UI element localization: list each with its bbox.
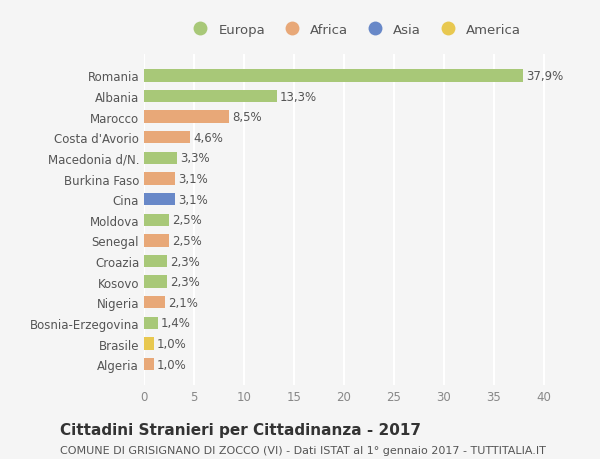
- Text: 13,3%: 13,3%: [280, 90, 317, 103]
- Text: 1,0%: 1,0%: [157, 358, 187, 371]
- Bar: [144, 194, 175, 206]
- Text: 1,0%: 1,0%: [157, 337, 187, 350]
- Text: 37,9%: 37,9%: [526, 70, 563, 83]
- Bar: [144, 276, 167, 288]
- Bar: [144, 358, 154, 370]
- Bar: [144, 255, 167, 268]
- Bar: [144, 91, 277, 103]
- Text: 2,3%: 2,3%: [170, 275, 200, 289]
- Text: 8,5%: 8,5%: [232, 111, 262, 124]
- Bar: [144, 132, 190, 144]
- Text: 2,1%: 2,1%: [168, 296, 198, 309]
- Bar: [144, 235, 169, 247]
- Text: 3,1%: 3,1%: [178, 173, 208, 185]
- Text: 2,3%: 2,3%: [170, 255, 200, 268]
- Text: COMUNE DI GRISIGNANO DI ZOCCO (VI) - Dati ISTAT al 1° gennaio 2017 - TUTTITALIA.: COMUNE DI GRISIGNANO DI ZOCCO (VI) - Dat…: [60, 446, 546, 455]
- Text: 2,5%: 2,5%: [172, 214, 202, 227]
- Bar: [144, 111, 229, 123]
- Bar: [144, 70, 523, 83]
- Legend: Europa, Africa, Asia, America: Europa, Africa, Asia, America: [182, 19, 526, 42]
- Bar: [144, 152, 177, 165]
- Bar: [144, 173, 175, 185]
- Bar: [144, 338, 154, 350]
- Text: 3,3%: 3,3%: [180, 152, 209, 165]
- Bar: [144, 297, 165, 309]
- Text: 2,5%: 2,5%: [172, 235, 202, 247]
- Text: 3,1%: 3,1%: [178, 193, 208, 206]
- Text: 4,6%: 4,6%: [193, 132, 223, 145]
- Bar: [144, 214, 169, 226]
- Bar: [144, 317, 158, 330]
- Text: 1,4%: 1,4%: [161, 317, 191, 330]
- Text: Cittadini Stranieri per Cittadinanza - 2017: Cittadini Stranieri per Cittadinanza - 2…: [60, 422, 421, 437]
